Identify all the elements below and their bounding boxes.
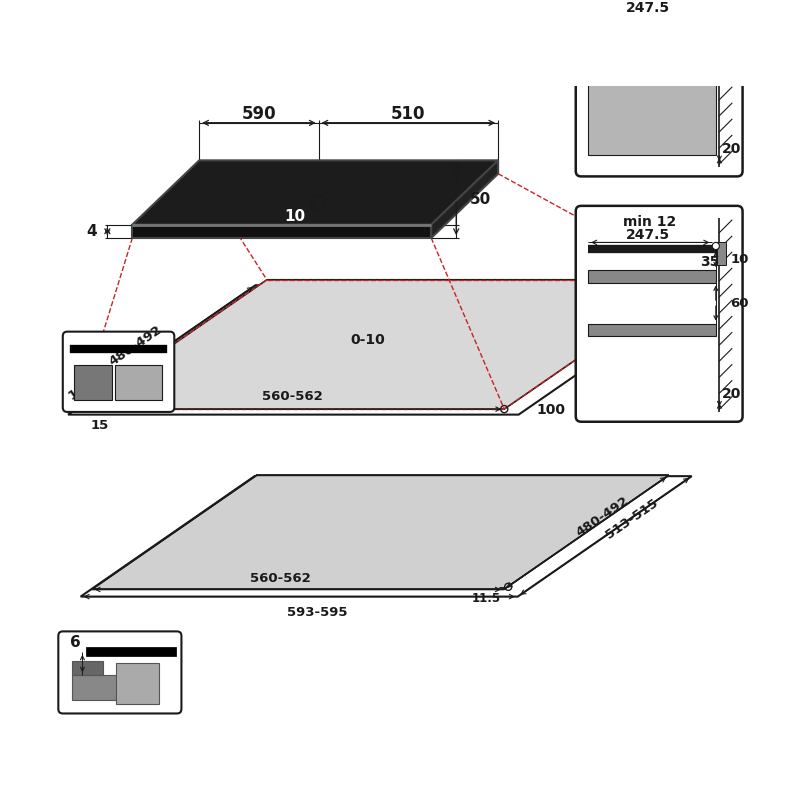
FancyBboxPatch shape	[576, 0, 742, 177]
Text: 10: 10	[285, 209, 306, 224]
Bar	[115, 365, 162, 400]
Bar	[588, 270, 716, 282]
Text: 560-562: 560-562	[262, 390, 322, 403]
Bar	[717, 15, 726, 38]
Polygon shape	[431, 160, 498, 238]
Text: 513-515: 513-515	[603, 496, 660, 541]
Circle shape	[712, 242, 719, 250]
Text: 593-595: 593-595	[286, 606, 347, 619]
FancyBboxPatch shape	[58, 631, 182, 714]
Bar	[72, 661, 103, 675]
Bar	[72, 675, 116, 700]
Text: 15: 15	[90, 419, 109, 432]
Polygon shape	[132, 225, 431, 238]
Bar	[116, 662, 159, 704]
Text: 480-492: 480-492	[574, 494, 631, 539]
Text: 247.5: 247.5	[626, 1, 670, 15]
Text: min 28: min 28	[623, 0, 677, 2]
FancyBboxPatch shape	[62, 332, 174, 412]
Text: 11.5: 11.5	[471, 592, 501, 605]
Text: 4: 4	[86, 224, 97, 238]
Text: 0-10: 0-10	[350, 333, 385, 347]
Text: 480-492: 480-492	[106, 323, 164, 368]
Bar	[588, 324, 716, 336]
Text: 590: 590	[242, 105, 276, 123]
Text: 20: 20	[722, 142, 742, 156]
FancyBboxPatch shape	[576, 206, 742, 422]
Text: 15: 15	[66, 382, 88, 403]
Bar	[74, 365, 112, 400]
Polygon shape	[92, 475, 669, 590]
Text: 10: 10	[730, 253, 749, 266]
Text: 100: 100	[537, 403, 566, 417]
Polygon shape	[81, 476, 692, 597]
Text: 35: 35	[700, 255, 719, 269]
Text: 20: 20	[722, 387, 742, 401]
Text: 6: 6	[70, 635, 81, 650]
Polygon shape	[132, 160, 498, 225]
Text: min 12: min 12	[623, 215, 677, 229]
Text: 560-562: 560-562	[250, 572, 310, 586]
Circle shape	[712, 15, 719, 22]
Bar	[588, 21, 716, 155]
Text: 60: 60	[730, 297, 749, 310]
Text: 50: 50	[470, 192, 491, 206]
Bar	[717, 242, 726, 265]
Text: 510: 510	[391, 105, 426, 123]
Polygon shape	[79, 280, 692, 409]
Text: 247.5: 247.5	[626, 228, 670, 242]
Polygon shape	[68, 286, 706, 414]
Bar	[594, 67, 630, 82]
